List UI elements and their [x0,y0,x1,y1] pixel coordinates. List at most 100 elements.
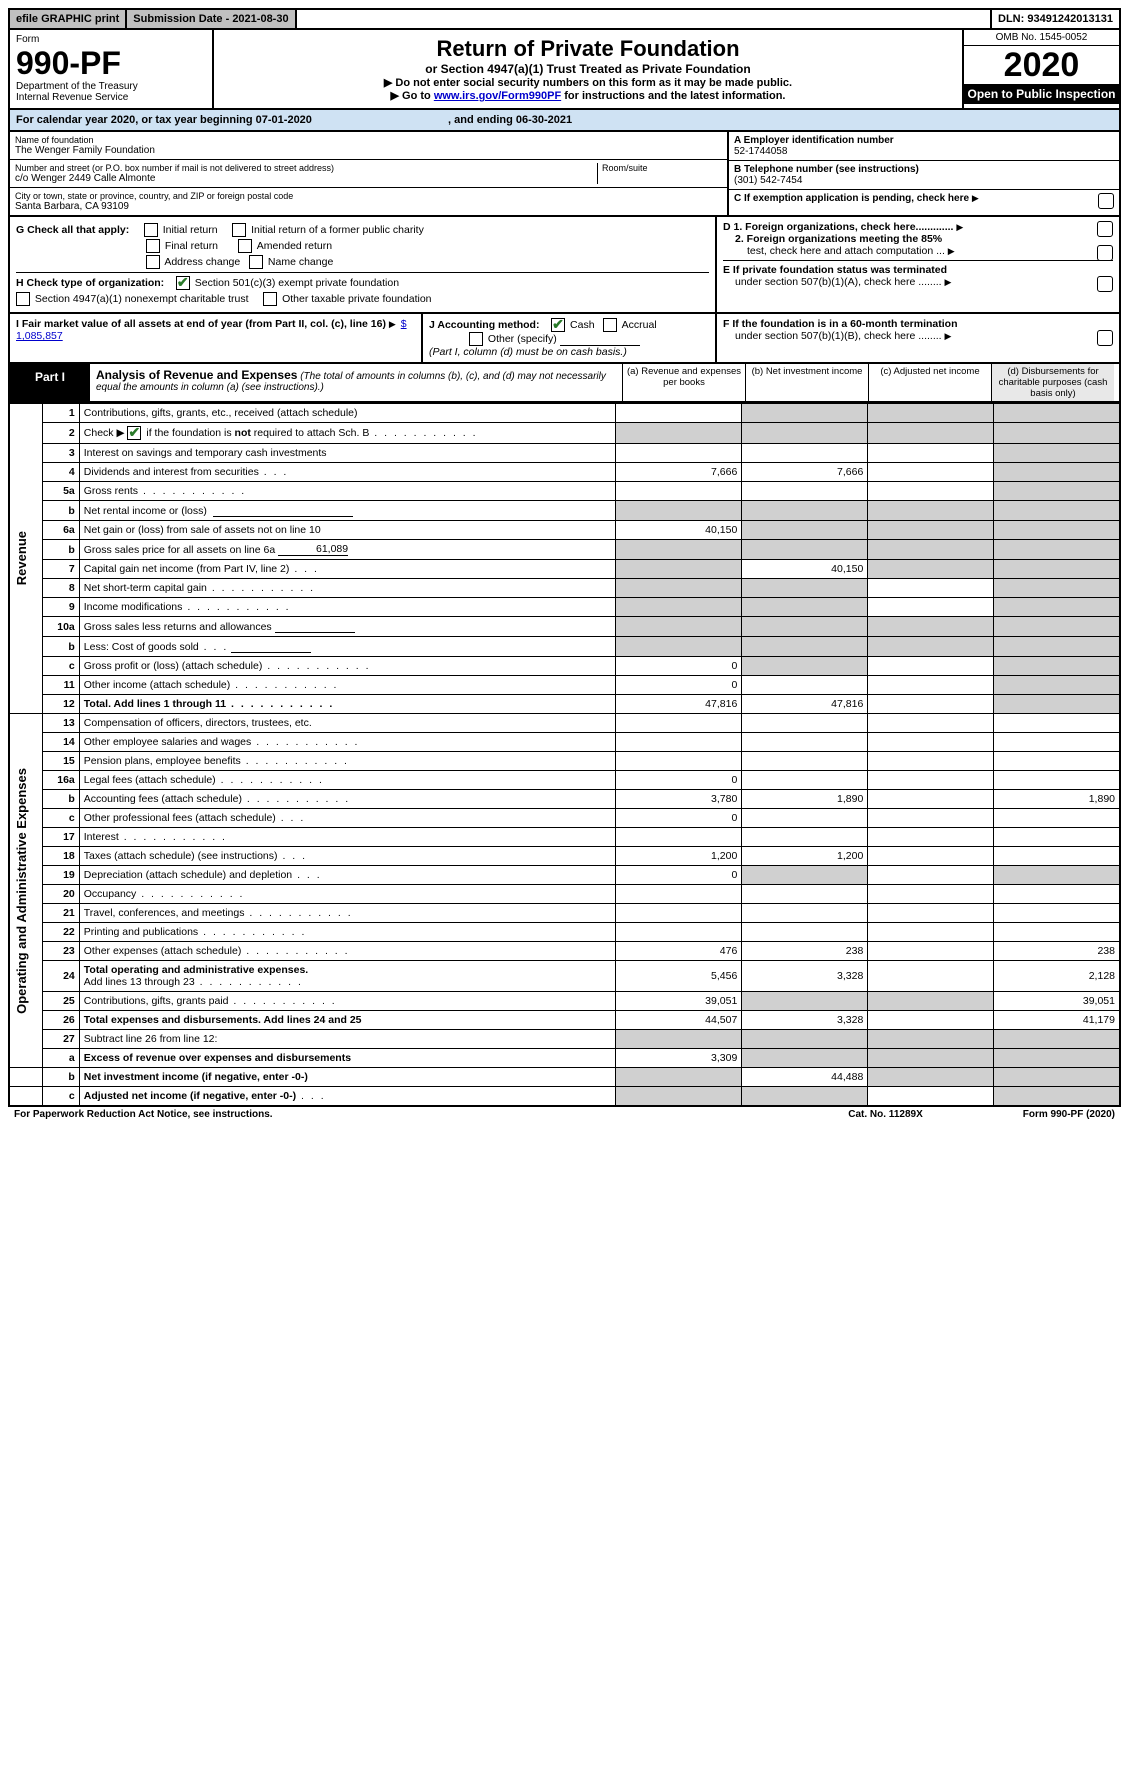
g3-label: Final return [165,240,218,252]
line27b-b: 44,488 [742,1068,868,1087]
d2b-label: test, check here and attach computation … [747,245,945,257]
g-amended-checkbox[interactable] [238,239,252,253]
col-a-header: (a) Revenue and expenses per books [623,364,746,401]
line-25: Contributions, gifts, grants paid [79,992,616,1011]
j-other-checkbox[interactable] [469,332,483,346]
f1-label: F If the foundation is in a 60-month ter… [723,318,958,330]
g-initial-return-checkbox[interactable] [144,223,158,237]
line19-a: 0 [616,866,742,885]
part1-tab: Part I [10,364,90,401]
g-name-change-checkbox[interactable] [249,255,263,269]
line12-b: 47,816 [742,695,868,714]
h-other-taxable-checkbox[interactable] [263,292,277,306]
revenue-vlabel: Revenue [14,531,29,585]
f-checkbox[interactable] [1097,330,1113,346]
topbar: efile GRAPHIC print Submission Date - 20… [8,8,1121,30]
paperwork-notice: For Paperwork Reduction Act Notice, see … [14,1109,273,1120]
col-b-header: (b) Net investment income [746,364,869,401]
e2-label: under section 507(b)(1)(A), check here .… [735,276,942,288]
line16a-a: 0 [616,771,742,790]
line-14: Other employee salaries and wages [79,733,616,752]
line25-d: 39,051 [993,992,1120,1011]
line26-a: 44,507 [616,1011,742,1030]
line2-checkbox[interactable] [127,426,141,440]
line16b-b: 1,890 [742,790,868,809]
part1-title: Analysis of Revenue and Expenses [96,368,297,382]
cal-year-begin: For calendar year 2020, or tax year begi… [16,114,312,126]
submission-date: Submission Date - 2021-08-30 [127,10,296,28]
h-501c3-checkbox[interactable] [176,276,190,290]
name-label: Name of foundation [15,135,722,145]
j-other-input[interactable] [560,333,640,346]
line18-b: 1,200 [742,847,868,866]
line11-a: 0 [616,676,742,695]
arrow-icon [948,245,957,257]
cal-year-end: , and ending 06-30-2021 [448,114,572,126]
d1-label: D 1. Foreign organizations, check here..… [723,221,953,233]
part1-header: Part I Analysis of Revenue and Expenses … [8,364,1121,403]
line-19: Depreciation (attach schedule) and deple… [79,866,616,885]
g-initial-former-checkbox[interactable] [232,223,246,237]
arrow-icon [945,330,954,342]
phone-label: B Telephone number (see instructions) [734,164,1114,175]
line-11: Other income (attach schedule) [79,676,616,695]
line-27b: Net investment income (if negative, ente… [79,1068,616,1087]
open-public-badge: Open to Public Inspection [964,84,1119,104]
g-label: G Check all that apply: [16,224,129,236]
expenses-vlabel: Operating and Administrative Expenses [14,768,29,1014]
line-1: Contributions, gifts, grants, etc., rece… [79,404,616,423]
line-21: Travel, conferences, and meetings [79,904,616,923]
page-footer: For Paperwork Reduction Act Notice, see … [8,1107,1121,1122]
line-23: Other expenses (attach schedule) [79,942,616,961]
line-16a: Legal fees (attach schedule) [79,771,616,790]
form-header: Form 990-PF Department of the Treasury I… [8,30,1121,110]
f2-label: under section 507(b)(1)(B), check here .… [735,330,942,342]
instructions-link[interactable]: www.irs.gov/Form990PF [434,90,561,102]
phone-value: (301) 542-7454 [734,175,1114,186]
irs-label: Internal Revenue Service [16,92,206,103]
line-18: Taxes (attach schedule) (see instruction… [79,847,616,866]
line-6a: Net gain or (loss) from sale of assets n… [79,521,616,540]
line18-a: 1,200 [616,847,742,866]
g4-label: Amended return [257,240,332,252]
line-17: Interest [79,828,616,847]
line-27: Subtract line 26 from line 12: [79,1030,616,1049]
city-label: City or town, state or province, country… [15,191,722,201]
j-cash-checkbox[interactable] [551,318,565,332]
dln: DLN: 93491242013131 [992,10,1119,28]
col-c-header: (c) Adjusted net income [869,364,992,401]
arrow-icon [945,276,954,288]
h-4947-checkbox[interactable] [16,292,30,306]
arrow-icon [956,221,965,233]
form-word: Form [16,34,206,45]
form-number: 990-PF [16,47,206,79]
dept-treasury: Department of the Treasury [16,81,206,92]
line-4: Dividends and interest from securities [79,463,616,482]
j-accrual-checkbox[interactable] [603,318,617,332]
g-final-return-checkbox[interactable] [146,239,160,253]
line-12: Total. Add lines 1 through 11 [79,695,616,714]
line-20: Occupancy [79,885,616,904]
efile-print-button[interactable]: efile GRAPHIC print [10,10,127,28]
c-checkbox[interactable] [1098,193,1114,209]
line-6b: Gross sales price for all assets on line… [79,540,616,560]
line-10c: Gross profit or (loss) (attach schedule) [79,657,616,676]
line-2: Check ▶ if the foundation is not require… [79,423,616,444]
d1-checkbox[interactable] [1097,221,1113,237]
line16b-a: 3,780 [616,790,742,809]
line6a-a: 40,150 [616,521,742,540]
g2-label: Initial return of a former public charit… [251,224,424,236]
entity-block: Name of foundation The Wenger Family Fou… [8,132,1121,217]
line16c-a: 0 [616,809,742,828]
city-state-zip: Santa Barbara, CA 93109 [15,201,722,212]
col-d-header: (d) Disbursements for charitable purpose… [992,364,1114,401]
e-checkbox[interactable] [1097,276,1113,292]
g6-label: Name change [268,256,333,268]
d2-checkbox[interactable] [1097,245,1113,261]
form-footer-label: Form 990-PF (2020) [1023,1109,1115,1120]
line-5b: Net rental income or (loss) [79,501,616,521]
line-24: Total operating and administrative expen… [79,961,616,992]
line-26: Total expenses and disbursements. Add li… [79,1011,616,1030]
g-address-change-checkbox[interactable] [146,255,160,269]
line4-a: 7,666 [616,463,742,482]
